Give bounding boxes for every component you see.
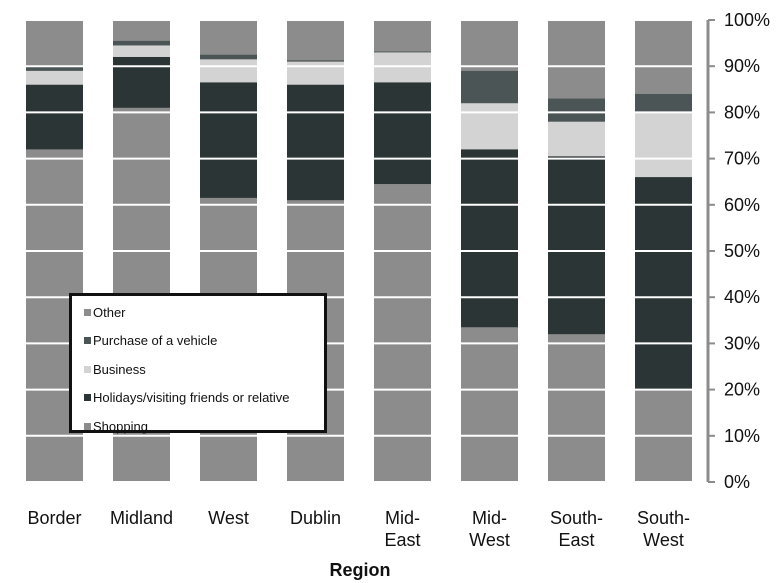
bar-segment-holidays-visiting-friends-or-relative <box>548 156 605 335</box>
labels-layer: 0% 10% 20% 30% 40% 50% 60% 70% 80% 90% 100% Border M… <box>27 10 770 580</box>
x-tick-label: Border <box>27 508 81 528</box>
y-tick-label: 30% <box>724 333 760 353</box>
legend-swatch <box>84 394 91 402</box>
bar-segment-holidays-visiting-friends-or-relative <box>374 82 431 185</box>
y-tick-label: 20% <box>724 380 760 400</box>
bar-segment-holidays-visiting-friends-or-relative <box>26 84 83 150</box>
bar-segment-purchase-of-a-vehicle <box>374 51 431 53</box>
bar-segment-purchase-of-a-vehicle <box>200 54 257 60</box>
bar-segment-holidays-visiting-friends-or-relative <box>635 177 692 390</box>
bar-segment-purchase-of-a-vehicle <box>548 98 605 122</box>
x-axis-title: Region <box>330 560 391 580</box>
bar-segment-holidays-visiting-friends-or-relative <box>113 56 170 108</box>
legend-label: Purchase of a vehicle <box>93 333 218 349</box>
x-tick-label: West <box>469 530 510 550</box>
bar-segment-business <box>200 59 257 83</box>
bar-segment-shopping <box>461 327 518 482</box>
x-tick-label: West <box>643 530 684 550</box>
bar-segment-shopping <box>374 184 431 482</box>
legend-item: Purchase of a vehicle <box>84 327 324 356</box>
bar-segment-business <box>26 70 83 85</box>
y-tick-label: 60% <box>724 195 760 215</box>
legend-swatch <box>84 365 91 373</box>
bar-segment-purchase-of-a-vehicle <box>26 66 83 71</box>
legend-swatch <box>84 422 91 430</box>
legend-item: Other <box>84 298 324 327</box>
bar-segment-other <box>200 20 257 55</box>
legend-label: Business <box>93 361 146 377</box>
x-tick-label: East <box>384 530 420 550</box>
legend-item: Business <box>84 355 324 384</box>
legend-swatch <box>84 308 91 316</box>
x-tick-label: South- <box>637 508 690 528</box>
y-tick-label: 80% <box>724 102 760 122</box>
legend: Other Purchase of a vehicle Business Holida… <box>69 293 327 434</box>
y-tick-label: 40% <box>724 287 760 307</box>
x-tick-label: Mid- <box>472 508 507 528</box>
bar-segment-business <box>374 52 431 83</box>
bar-segment-holidays-visiting-friends-or-relative <box>287 84 344 201</box>
x-tick-label: East <box>558 530 594 550</box>
x-tick-label: Dublin <box>290 508 341 528</box>
bar-segment-business <box>461 103 518 150</box>
legend-label: Other <box>93 304 126 320</box>
legend-item: Holidays/visiting friends or relative <box>84 384 324 413</box>
legend-swatch <box>84 337 91 345</box>
x-tick-label: South- <box>550 508 603 528</box>
bar-segment-business <box>548 121 605 157</box>
legend-item: Shopping <box>84 412 324 441</box>
bar-segment-other <box>26 20 83 67</box>
axis-layer <box>706 19 715 483</box>
legend-label: Holidays/visiting friends or relative <box>93 390 290 406</box>
x-tick-label: West <box>208 508 249 528</box>
bar-segment-other <box>548 20 605 99</box>
bar-segment-purchase-of-a-vehicle <box>461 70 518 104</box>
bar-segment-other <box>374 20 431 52</box>
bar-segment-business <box>635 112 692 178</box>
legend-label: Shopping <box>93 418 148 434</box>
y-tick-label: 0% <box>724 472 750 492</box>
bar-segment-other <box>287 20 344 61</box>
y-tick-label: 50% <box>724 241 760 261</box>
bar-segment-purchase-of-a-vehicle <box>287 60 344 62</box>
bar-segment-business <box>113 45 170 57</box>
y-tick-label: 90% <box>724 56 760 76</box>
y-tick-label: 10% <box>724 426 760 446</box>
bar-segment-other <box>113 20 170 41</box>
bar-segment-business <box>287 61 344 85</box>
y-tick-label: 100% <box>724 10 770 30</box>
bar-segment-holidays-visiting-friends-or-relative <box>200 82 257 198</box>
bar-segment-shopping <box>548 334 605 482</box>
bar-segment-other <box>635 20 692 94</box>
x-tick-label: Midland <box>110 508 173 528</box>
bar-segment-holidays-visiting-friends-or-relative <box>461 149 518 328</box>
bar-segment-other <box>461 20 518 71</box>
bar-segment-purchase-of-a-vehicle <box>635 93 692 113</box>
y-tick-label: 70% <box>724 149 760 169</box>
x-tick-label: Mid- <box>385 508 420 528</box>
bar-segment-purchase-of-a-vehicle <box>113 40 170 46</box>
